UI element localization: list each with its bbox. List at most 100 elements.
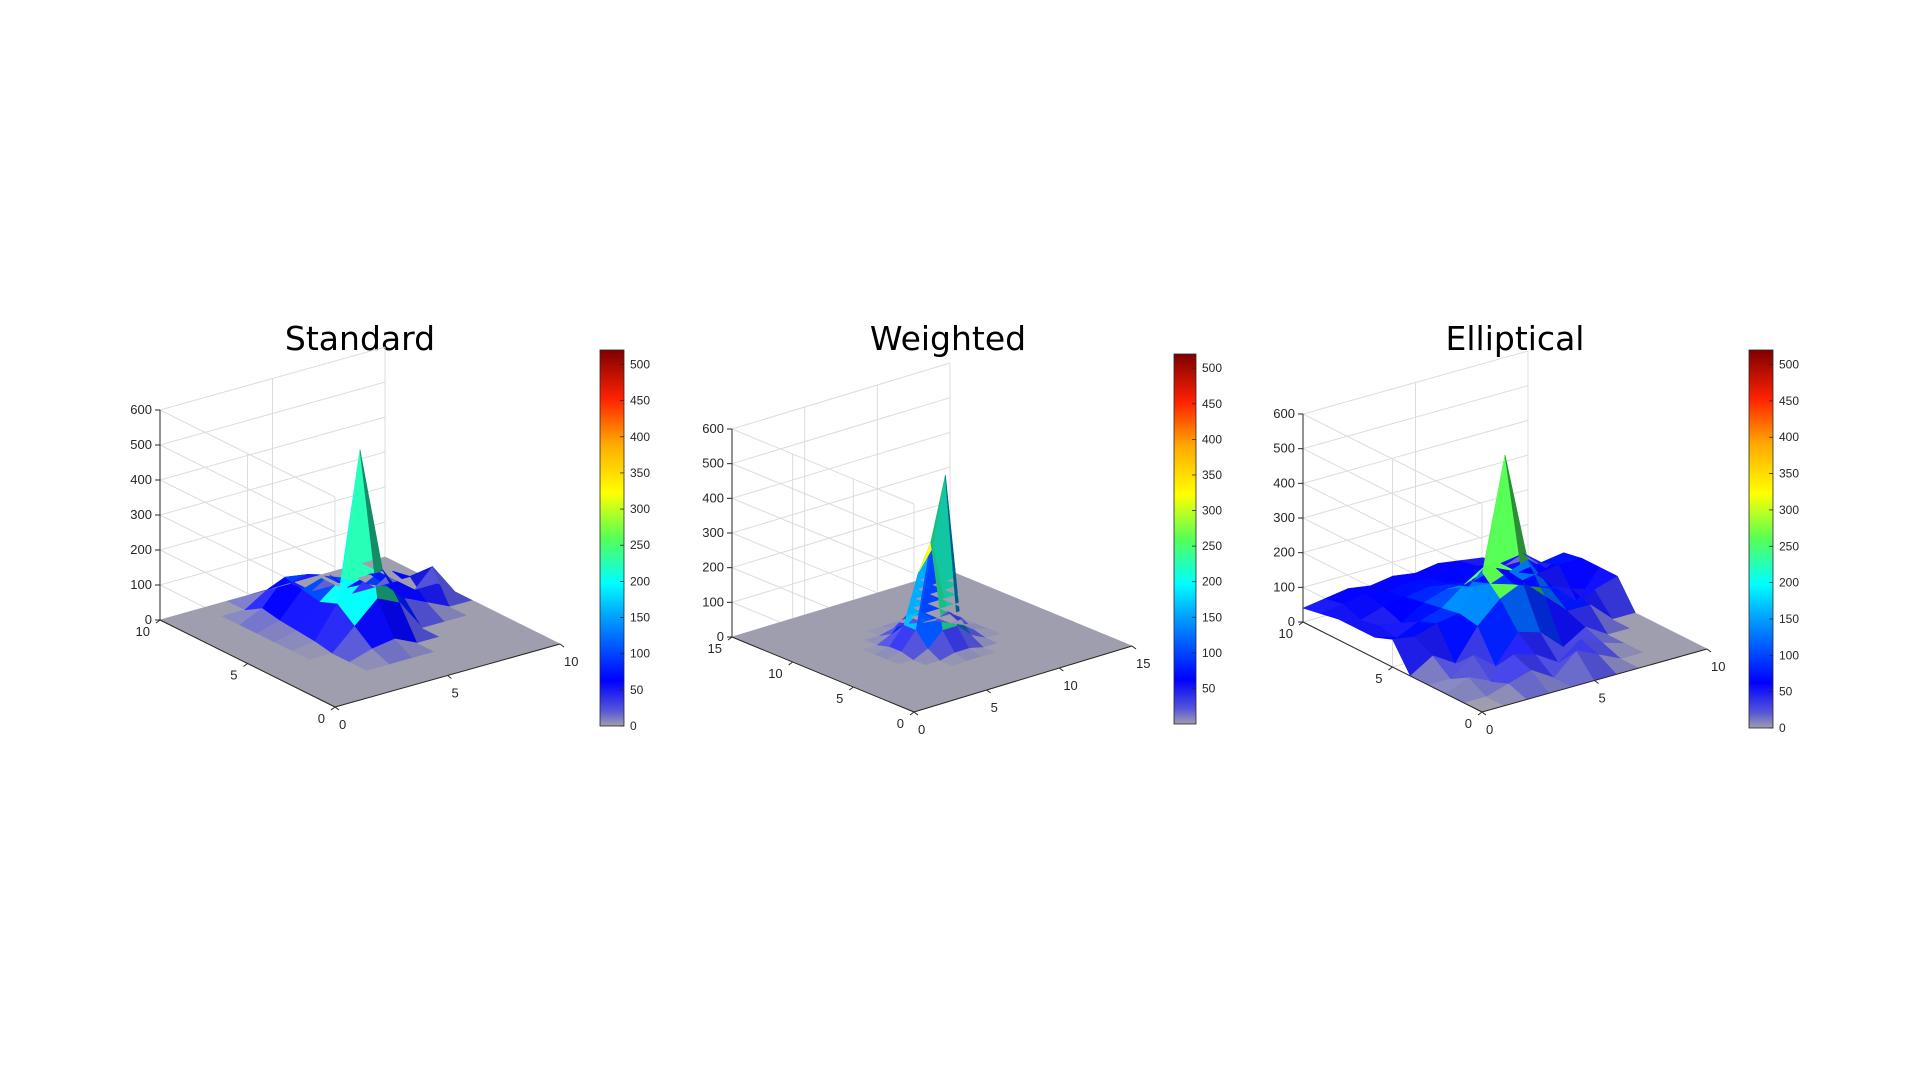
colorbar-tick-label: 500 — [1779, 358, 1799, 372]
z-tick-label: 300 — [1273, 510, 1295, 525]
z-tick-label: 0 — [145, 612, 152, 627]
y-tick-mark — [1477, 711, 1483, 716]
x-tick-mark — [1594, 680, 1599, 684]
colorbar: 0 50 100 150 200 250 300 350 400 450 500 — [599, 349, 650, 733]
z-tick-label: 400 — [702, 490, 724, 505]
x-tick-mark — [1481, 711, 1487, 716]
colorbar-tick-label: 500 — [1202, 361, 1222, 375]
chart-title: Standard — [285, 319, 435, 358]
x-tick-mark — [447, 675, 452, 679]
colorbar-bar — [1173, 353, 1197, 725]
z-tick-label: 500 — [1273, 441, 1295, 456]
colorbar-tick-label: 450 — [1779, 394, 1799, 408]
colorbar-tick-label: 350 — [630, 466, 650, 480]
colorbar-tick-label: 400 — [1202, 432, 1222, 446]
y-tick-label: 5 — [1375, 671, 1382, 686]
colorbar-tick-label: 500 — [630, 357, 650, 371]
x-tick-mark — [1131, 645, 1137, 650]
x-tick-label: 5 — [991, 700, 998, 715]
z-tick-label: 500 — [702, 456, 724, 471]
colorbar-tick-label: 400 — [630, 430, 650, 444]
z-tick-label: 0 — [1288, 614, 1295, 629]
colorbar-tick-label: 300 — [1779, 503, 1799, 517]
surface — [731, 475, 1133, 713]
colorbar-tick-label: 400 — [1779, 430, 1799, 444]
y-tick-label: 10 — [768, 666, 782, 681]
x-tick-label: 10 — [1063, 678, 1077, 693]
x-tick-label: 15 — [1136, 656, 1150, 671]
z-tick-label: 200 — [702, 560, 724, 575]
y-tick-label: 10 — [1279, 626, 1293, 641]
chart-panel-weighted: Weighted 0510150510150100200300400500600… — [702, 319, 1222, 737]
y-tick-label: 5 — [230, 668, 237, 683]
y-tick-mark — [330, 706, 336, 711]
z-tick-label: 600 — [702, 421, 724, 436]
y-tick-label: 10 — [136, 624, 150, 639]
surface — [1302, 454, 1708, 713]
surface — [159, 449, 561, 708]
colorbar-tick-label: 50 — [630, 683, 644, 697]
z-tick-label: 600 — [130, 402, 152, 417]
y-tick-label: 0 — [897, 716, 904, 731]
x-tick-mark — [1059, 667, 1064, 672]
colorbar-tick-label: 150 — [1202, 610, 1222, 624]
colorbar-tick-label: 450 — [1202, 397, 1222, 411]
x-tick-label: 10 — [564, 654, 578, 669]
colorbar-tick-label: 0 — [1779, 721, 1786, 735]
colorbar-tick-label: 450 — [630, 394, 650, 408]
x-tick-mark — [913, 711, 919, 716]
z-tick-label: 100 — [1273, 579, 1295, 594]
colorbar-tick-label: 150 — [1779, 612, 1799, 626]
z-tick-label: 200 — [1273, 545, 1295, 560]
colorbar-tick-label: 250 — [1779, 539, 1799, 553]
z-tick-label: 300 — [130, 507, 152, 522]
colorbar-tick-label: 150 — [630, 611, 650, 625]
y-tick-mark — [849, 686, 854, 691]
colorbar: 0 50 100 150 200 250 300 350 400 450 500 — [1748, 349, 1799, 735]
colorbar-tick-label: 100 — [1779, 648, 1799, 662]
colorbar-tick-label: 300 — [630, 502, 650, 516]
x-tick-mark — [1706, 648, 1712, 653]
colorbar-bar — [599, 349, 625, 727]
x-tick-mark — [334, 706, 340, 711]
x-tick-mark — [986, 689, 991, 694]
colorbar-tick-label: 250 — [1202, 539, 1222, 553]
colorbar-tick-label: 200 — [1779, 576, 1799, 590]
y-tick-mark — [1388, 666, 1393, 671]
colorbar-tick-label: 300 — [1202, 504, 1222, 518]
x-tick-label: 0 — [339, 717, 346, 732]
x-axis-line — [913, 645, 1133, 713]
colorbar-bar — [1748, 349, 1774, 729]
colorbar-tick-label: 200 — [630, 574, 650, 588]
colorbar-tick-label: 200 — [1202, 575, 1222, 589]
x-tick-label: 5 — [1599, 691, 1606, 706]
z-tick-label: 400 — [130, 472, 152, 487]
y-tick-mark — [788, 661, 793, 666]
z-tick-label: 200 — [130, 542, 152, 557]
y-tick-label: 15 — [708, 641, 722, 656]
colorbar: 50 100 150 200 250 300 350 400 450 500 — [1173, 353, 1222, 725]
colorbar-tick-label: 100 — [630, 647, 650, 661]
x-tick-label: 0 — [1486, 722, 1493, 737]
y-axis-line — [731, 636, 915, 713]
y-tick-mark — [909, 711, 915, 716]
x-tick-label: 0 — [918, 722, 925, 737]
z-tick-label: 600 — [1273, 406, 1295, 421]
z-tick-label: 100 — [130, 577, 152, 592]
colorbar-tick-label: 350 — [1202, 468, 1222, 482]
x-tick-label: 10 — [1711, 659, 1725, 674]
y-tick-label: 0 — [1465, 716, 1472, 731]
z-tick-label: 400 — [1273, 475, 1295, 490]
x-tick-mark — [559, 643, 565, 648]
y-tick-label: 5 — [836, 691, 843, 706]
colorbar-tick-label: 250 — [630, 538, 650, 552]
colorbar-tick-label: 350 — [1779, 467, 1799, 481]
y-tick-label: 0 — [318, 711, 325, 726]
colorbar-tick-label: 50 — [1202, 681, 1216, 695]
